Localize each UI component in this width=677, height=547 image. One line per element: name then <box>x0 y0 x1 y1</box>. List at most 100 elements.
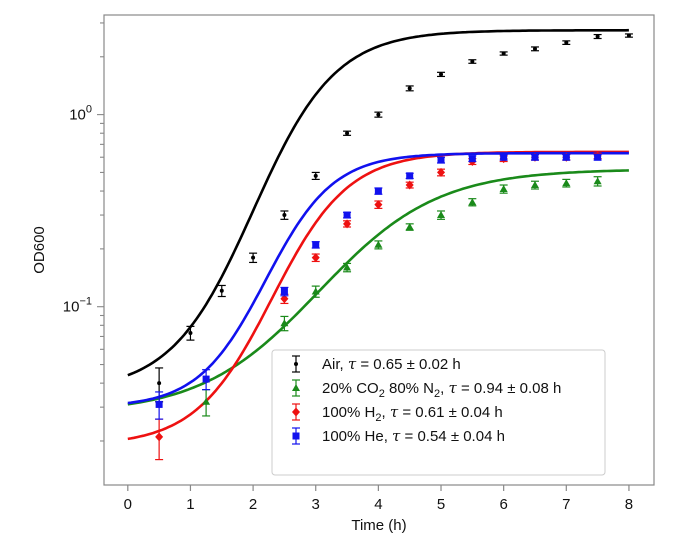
fit-curves <box>127 28 629 441</box>
point-marker <box>374 240 383 248</box>
point-marker <box>593 177 602 185</box>
data-point <box>311 285 320 298</box>
y-axis-label: OD600 <box>31 226 48 274</box>
data-point <box>530 46 539 52</box>
data-point <box>343 130 352 136</box>
x-axis: 0 1 2 3 4 5 6 7 8 <box>124 485 633 513</box>
legend-entry: 100% H2, τ = 0.61 ± 0.04 h <box>292 403 503 424</box>
point-marker <box>312 241 320 249</box>
fit-curve-3 <box>127 151 629 405</box>
point-marker <box>343 211 351 219</box>
point-marker <box>202 375 210 383</box>
data-point <box>280 315 289 332</box>
legend-label: Air, τ = 0.65 ± 0.02 h <box>322 355 461 373</box>
data-point <box>311 253 320 263</box>
point-marker <box>374 187 382 195</box>
data-point <box>437 167 446 177</box>
point-marker <box>595 34 600 39</box>
y-axis: 100 10−1 <box>63 22 104 442</box>
point-marker <box>439 72 444 77</box>
legend: Air, τ = 0.65 ± 0.02 h 20% CO2 80% N2, τ … <box>271 349 606 476</box>
data-point <box>374 187 383 195</box>
point-marker <box>531 153 539 161</box>
x-tick-label: 0 <box>124 496 132 513</box>
legend-entry: 20% CO2 80% N2, τ = 0.94 ± 0.08 h <box>292 379 561 400</box>
data-point <box>593 176 602 187</box>
legend-marker <box>294 362 298 366</box>
legend-box <box>271 349 606 476</box>
point-marker <box>405 222 414 230</box>
legend-marker <box>292 384 300 391</box>
legend-label: 100% H2, τ = 0.61 ± 0.04 h <box>322 403 503 424</box>
legend-label: 100% He, τ = 0.54 ± 0.04 h <box>322 427 505 445</box>
legend-entry: Air, τ = 0.65 ± 0.02 h <box>292 355 461 373</box>
x-tick-label: 7 <box>562 496 570 513</box>
point-marker <box>202 397 211 405</box>
data-point <box>468 155 477 163</box>
data-point <box>499 51 508 56</box>
x-tick-label: 8 <box>625 496 633 513</box>
data-point <box>374 200 383 210</box>
data-point <box>437 156 446 164</box>
x-axis-label: Time (h) <box>351 517 406 534</box>
data-point <box>280 210 289 220</box>
point-marker <box>564 40 569 45</box>
y-tick-label: 10−1 <box>63 296 92 316</box>
point-marker <box>562 179 571 187</box>
legend-label: 20% CO2 80% N2, τ = 0.94 ± 0.08 h <box>322 379 561 400</box>
point-marker <box>311 253 320 263</box>
data-point <box>249 252 258 264</box>
point-marker <box>499 184 508 192</box>
point-marker <box>405 180 414 190</box>
point-marker <box>626 33 631 38</box>
point-marker <box>155 400 163 408</box>
data-point <box>499 153 508 161</box>
data-point <box>186 325 195 341</box>
data-point <box>202 389 211 417</box>
data-point <box>562 40 571 45</box>
data-point <box>405 180 414 190</box>
data-point <box>499 184 508 194</box>
point-marker <box>437 156 445 164</box>
point-marker <box>345 131 350 136</box>
legend-entry: 100% He, τ = 0.54 ± 0.04 h <box>292 427 505 445</box>
point-marker <box>280 287 288 295</box>
point-marker <box>530 181 539 189</box>
data-point <box>593 153 602 161</box>
point-marker <box>313 173 318 178</box>
data-point <box>343 262 352 273</box>
point-marker <box>468 155 476 163</box>
x-tick-label: 4 <box>374 496 382 513</box>
data-point <box>374 240 383 250</box>
data-point <box>405 222 414 231</box>
point-marker <box>468 198 477 206</box>
point-marker <box>470 59 475 64</box>
data-points <box>155 33 633 461</box>
data-point <box>530 180 539 190</box>
point-marker <box>280 319 289 327</box>
data-point <box>593 33 602 40</box>
point-marker <box>407 86 412 91</box>
point-marker <box>311 287 320 295</box>
data-point <box>155 391 164 420</box>
point-marker <box>157 381 162 386</box>
data-point <box>437 210 446 220</box>
point-marker <box>343 219 352 229</box>
data-point <box>468 198 477 207</box>
point-marker <box>282 213 287 218</box>
legend-marker <box>292 407 300 417</box>
fit-curve-1 <box>127 169 629 406</box>
data-point <box>155 418 164 461</box>
data-point <box>405 85 414 92</box>
x-tick-label: 5 <box>437 496 445 513</box>
data-point <box>374 111 383 118</box>
data-point <box>217 284 226 298</box>
point-marker <box>155 432 164 442</box>
data-point <box>437 71 446 78</box>
legend-marker <box>292 432 300 440</box>
fit-curve-0 <box>127 28 629 377</box>
point-marker <box>501 51 506 56</box>
x-tick-label: 1 <box>186 496 194 513</box>
point-marker <box>532 46 537 51</box>
